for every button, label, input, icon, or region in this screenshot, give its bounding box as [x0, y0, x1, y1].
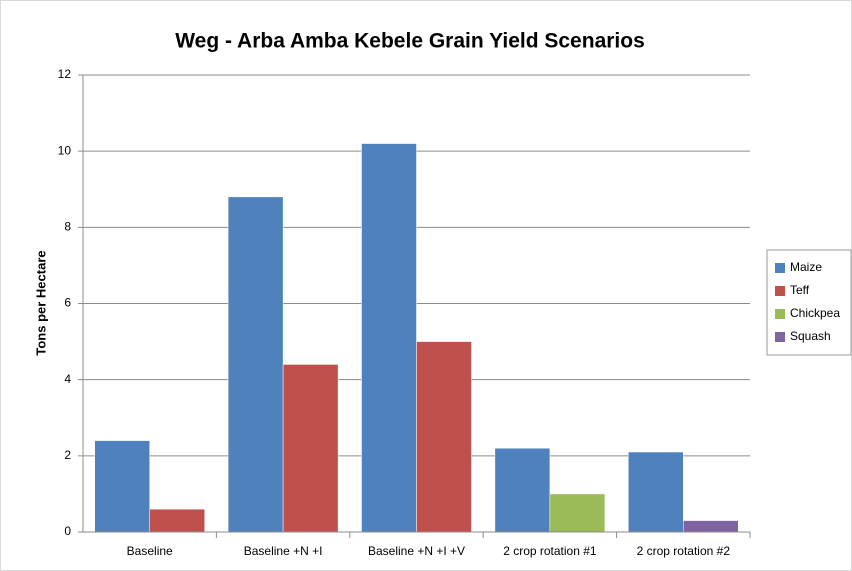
- bar: [549, 493, 606, 533]
- x-tick-label: Baseline: [127, 544, 173, 558]
- y-tick-label: 2: [64, 448, 71, 462]
- y-tick-label: 12: [58, 67, 72, 81]
- bar: [494, 447, 551, 533]
- y-tick-label: 6: [64, 296, 71, 310]
- bar: [282, 364, 339, 533]
- x-tick-label: 2 crop rotation #1: [503, 544, 597, 558]
- legend-label: Maize: [790, 260, 822, 274]
- y-axis-label: Tons per Hectare: [33, 250, 48, 355]
- bar: [361, 143, 417, 533]
- legend-swatch: [775, 263, 785, 273]
- legend-swatch: [775, 332, 785, 342]
- y-tick-label: 8: [64, 220, 71, 234]
- bar: [227, 196, 284, 533]
- x-tick-label: 2 crop rotation #2: [637, 544, 731, 558]
- legend-swatch: [775, 309, 785, 319]
- chart-title: Weg - Arba Amba Kebele Grain Yield Scena…: [175, 30, 645, 53]
- bar: [683, 520, 739, 533]
- bar: [149, 508, 205, 533]
- bar: [416, 341, 472, 533]
- legend-label: Teff: [790, 283, 810, 297]
- x-tick-label: Baseline +N +I +V: [368, 544, 465, 558]
- x-tick-label: Baseline +N +I: [244, 544, 323, 558]
- legend-swatch: [775, 286, 785, 296]
- bar: [628, 451, 684, 533]
- legend-label: Squash: [790, 329, 831, 343]
- y-tick-label: 10: [58, 143, 72, 157]
- y-tick-label: 0: [64, 524, 71, 538]
- legend-label: Chickpea: [790, 306, 840, 320]
- bar: [94, 440, 150, 533]
- y-tick-label: 4: [64, 372, 71, 386]
